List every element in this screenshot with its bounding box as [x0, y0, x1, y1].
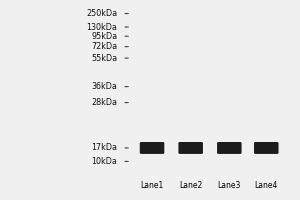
Text: Lane3: Lane3: [218, 181, 241, 190]
Text: 55kDa: 55kDa: [91, 54, 117, 63]
FancyBboxPatch shape: [217, 142, 242, 154]
Text: 72kDa: 72kDa: [91, 42, 117, 51]
FancyBboxPatch shape: [178, 142, 203, 154]
FancyBboxPatch shape: [254, 142, 278, 154]
Text: 95kDa: 95kDa: [91, 32, 117, 41]
Text: Lane4: Lane4: [255, 181, 278, 190]
FancyBboxPatch shape: [140, 142, 164, 154]
Text: 10kDa: 10kDa: [91, 157, 117, 166]
Text: 36kDa: 36kDa: [91, 82, 117, 91]
Text: 130kDa: 130kDa: [86, 22, 117, 31]
Text: 28kDa: 28kDa: [91, 98, 117, 107]
Text: 17kDa: 17kDa: [91, 143, 117, 152]
Text: Lane2: Lane2: [179, 181, 202, 190]
Text: 250kDa: 250kDa: [86, 9, 117, 18]
Text: Lane1: Lane1: [140, 181, 164, 190]
